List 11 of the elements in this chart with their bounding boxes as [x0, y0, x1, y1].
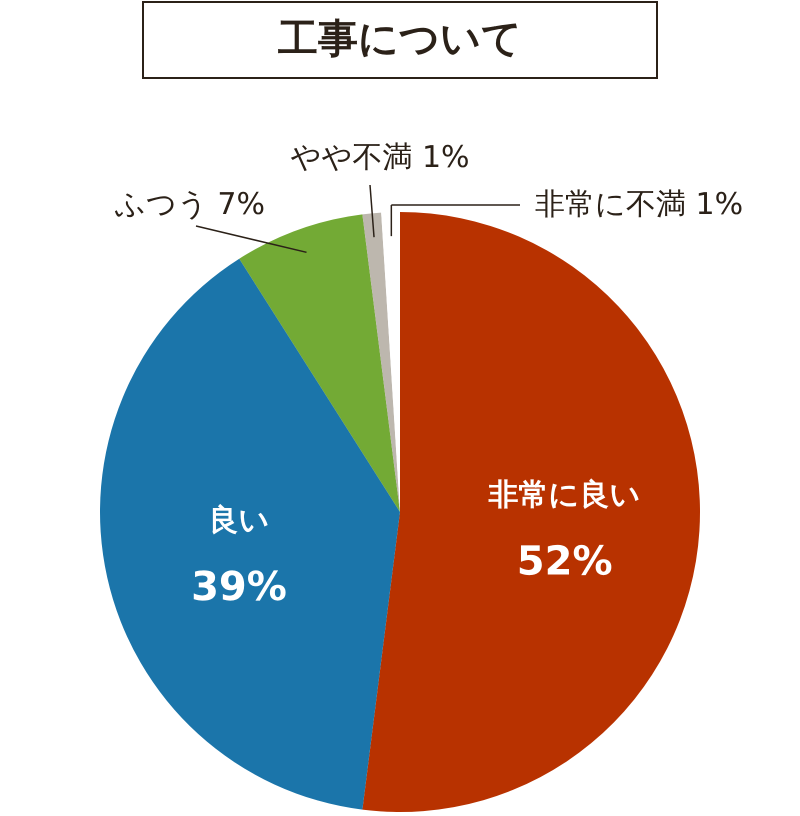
pie-slice — [362, 212, 400, 512]
slice-label: 非常に不満 1% — [535, 187, 744, 222]
pie-slice — [100, 258, 400, 810]
slice-label: ふつう 7% — [114, 187, 265, 222]
slice-label: やや不満 1% — [290, 140, 470, 175]
data-label: 52% — [516, 538, 613, 584]
pie-slice — [239, 214, 400, 512]
chart-title: 工事について — [278, 16, 522, 62]
data-label: 39% — [191, 564, 287, 610]
slice-label: 良い — [208, 502, 270, 538]
slice-label: 非常に良い — [488, 477, 641, 512]
